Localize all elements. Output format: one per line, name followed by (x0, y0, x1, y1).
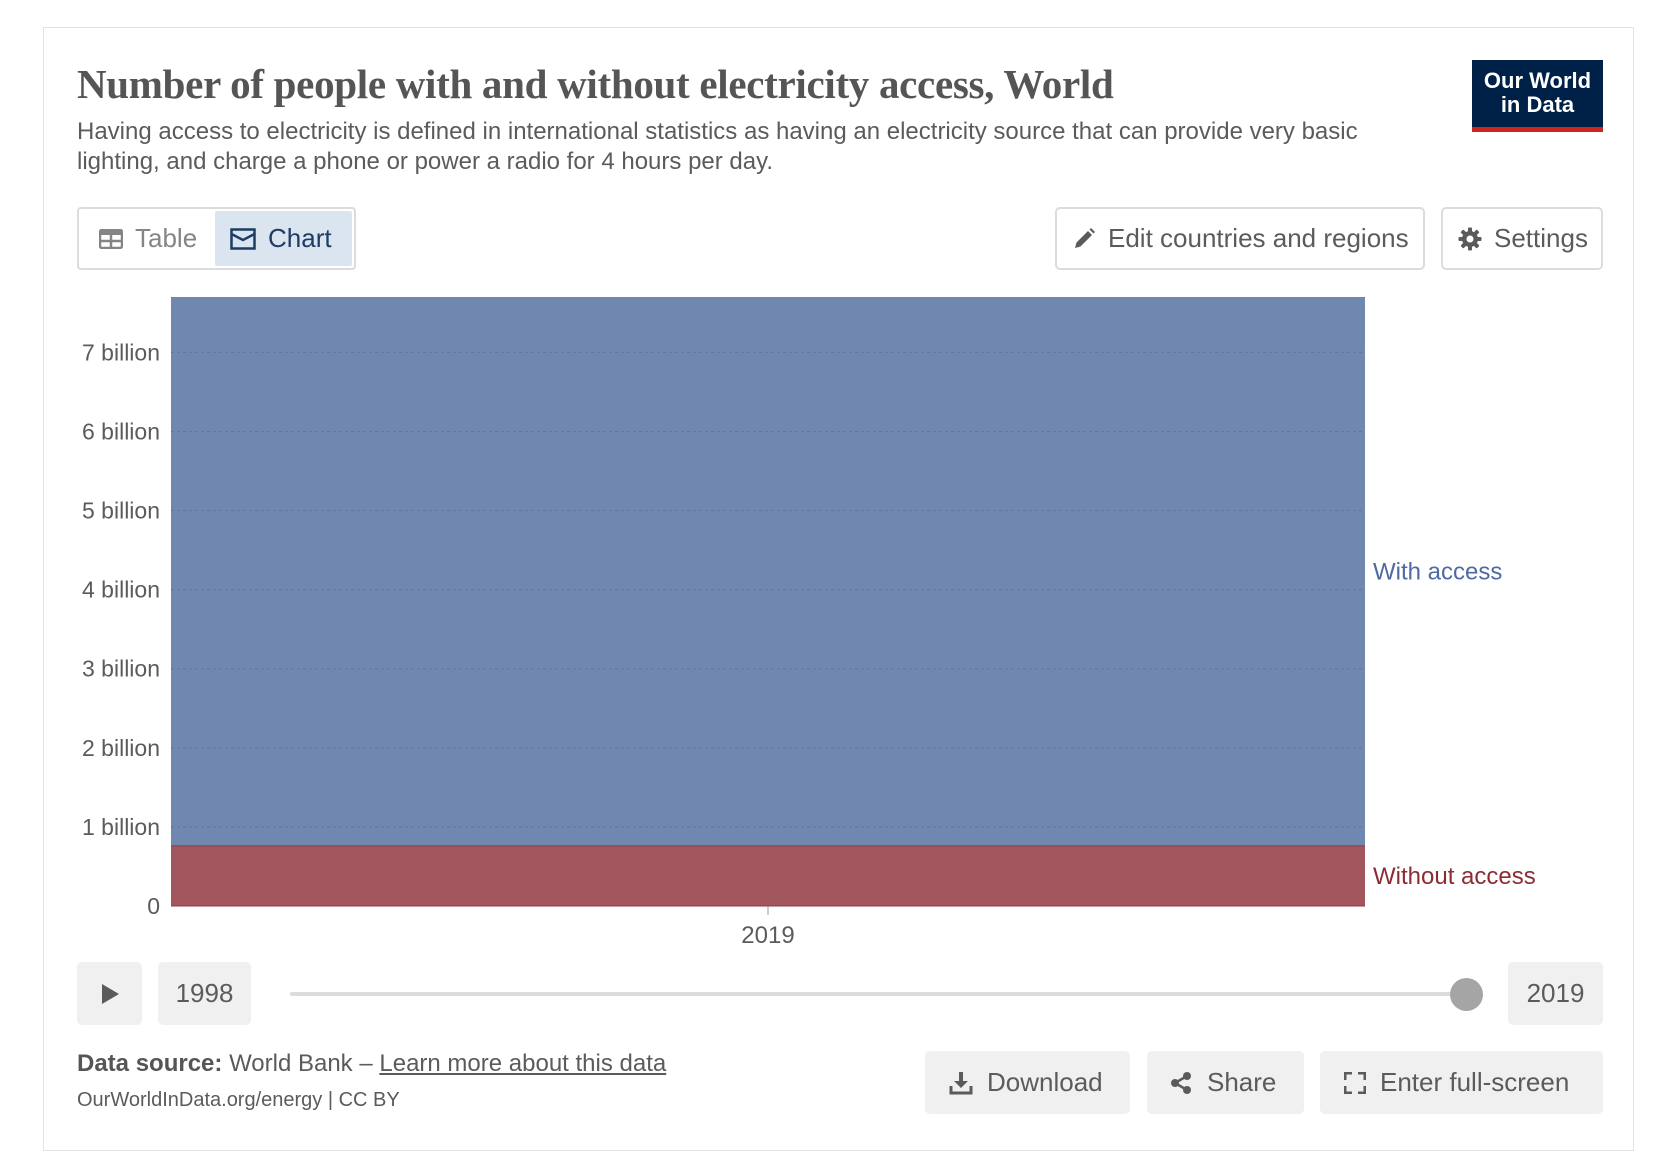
tab-table[interactable]: Table (81, 211, 217, 266)
area-with-access[interactable] (171, 297, 1365, 846)
play-icon (101, 983, 119, 1004)
data-source: Data source: World Bank – Learn more abo… (77, 1050, 666, 1078)
download-button[interactable]: Download (925, 1051, 1130, 1114)
fullscreen-button[interactable]: Enter full-screen (1320, 1051, 1603, 1114)
edit-countries-button[interactable]: Edit countries and regions (1055, 207, 1425, 270)
owid-logo[interactable]: Our World in Data (1472, 60, 1603, 132)
download-icon (949, 1071, 973, 1094)
chart-icon (230, 227, 256, 250)
logo-line-1: Our World (1483, 68, 1592, 93)
area-without-access[interactable] (171, 845, 1365, 906)
share-label: Share (1207, 1067, 1277, 1097)
area-chart: Without access With access 0 1 billion 2 bil… (82, 297, 1536, 949)
data-source-separator: – (359, 1050, 373, 1077)
learn-more-link[interactable]: Learn more about this data (379, 1050, 667, 1077)
chart-title: Number of people with and without electr… (77, 61, 1114, 107)
tab-chart-label: Chart (268, 223, 332, 253)
timeline-start-year[interactable]: 1998 (158, 962, 251, 1025)
y-tick-label: 1 billion (82, 814, 160, 840)
share-icon (1171, 1071, 1191, 1094)
tab-chart[interactable]: Chart (215, 211, 352, 266)
fullscreen-label: Enter full-screen (1380, 1067, 1570, 1097)
y-tick-label: 6 billion (82, 418, 160, 444)
download-label: Download (987, 1067, 1103, 1097)
logo-line-2: in Data (1500, 92, 1575, 117)
timeline-slider-handle[interactable] (1450, 978, 1483, 1011)
view-tabs: Table Chart (77, 207, 356, 270)
settings-label: Settings (1494, 223, 1588, 253)
play-button[interactable] (77, 962, 142, 1025)
license-text: OurWorldInData.org/energy | CC BY (77, 1089, 400, 1111)
y-tick-label: 0 (147, 893, 160, 919)
y-tick-label: 2 billion (82, 735, 160, 761)
gear-icon (1458, 227, 1482, 250)
edit-countries-label: Edit countries and regions (1108, 223, 1409, 253)
pencil-icon (1075, 227, 1095, 248)
series-label-with-access: With access (1373, 558, 1502, 585)
series-label-without-access: Without access (1373, 863, 1536, 890)
y-tick-label: 7 billion (82, 339, 160, 365)
y-tick-label: 5 billion (82, 498, 160, 524)
data-source-label: Data source: (77, 1050, 223, 1077)
table-icon (99, 228, 123, 249)
timeline-slider-track[interactable] (290, 992, 1466, 996)
settings-button[interactable]: Settings (1441, 207, 1603, 270)
chart-subtitle: Having access to electricity is defined … (77, 118, 1358, 175)
share-button[interactable]: Share (1147, 1051, 1304, 1114)
expand-icon (1344, 1071, 1366, 1094)
x-tick-label: 2019 (741, 922, 794, 949)
y-tick-label: 3 billion (82, 656, 160, 682)
tab-table-label: Table (135, 223, 198, 253)
y-tick-label: 4 billion (82, 577, 160, 603)
data-source-value: World Bank (229, 1050, 353, 1077)
timeline-end-year[interactable]: 2019 (1508, 962, 1603, 1025)
